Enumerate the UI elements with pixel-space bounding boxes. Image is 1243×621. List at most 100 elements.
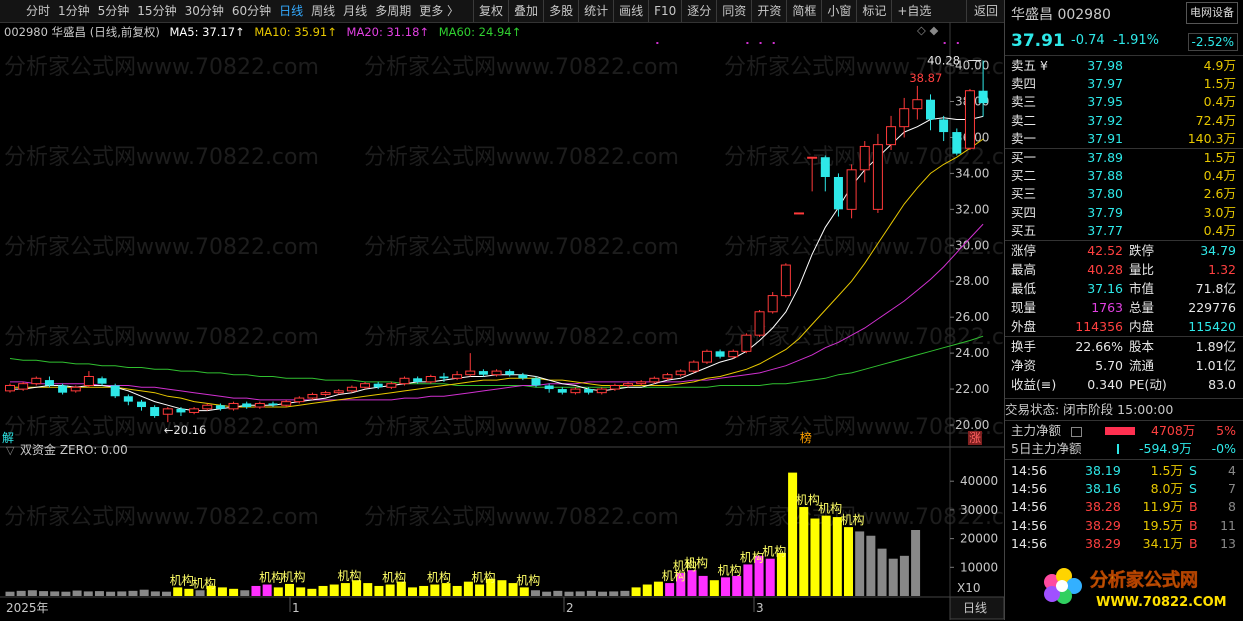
toolbar-button-1[interactable]: 叠加 [508, 0, 543, 22]
candle-body [636, 381, 647, 385]
ask-row[interactable]: 卖五 ¥ 37.98 4.9万 [1005, 57, 1243, 75]
toolbar-button-2[interactable]: 多股 [543, 0, 578, 22]
candle-body [701, 350, 712, 363]
period-tab-5[interactable]: 60分钟 [231, 4, 272, 18]
price-change: -0.74 [1071, 33, 1105, 48]
ask-row[interactable]: 卖四 37.97 1.5万 [1005, 75, 1243, 93]
toolbar-button-4[interactable]: 画线 [613, 0, 648, 22]
flow5-row: 5日主力净额 -594.9万 -0% [1011, 441, 1236, 456]
volume-bar [888, 558, 898, 596]
ask-row[interactable]: 卖二 37.92 72.4万 [1005, 112, 1243, 130]
ask-row[interactable]: 卖三 37.95 0.4万 [1005, 93, 1243, 111]
candle-body [294, 397, 305, 403]
tick-volume: 11.9万 [1142, 499, 1183, 515]
kline-chart[interactable]: 分析家公式网www.70822.com 分析家公式网www.70822.com 分析… [0, 22, 1004, 620]
fin-label: 收益(≡) [1011, 377, 1057, 392]
fin-row: 换手 22.66% 股本 1.89亿 [1005, 338, 1243, 356]
stat-value2: 229776 [1188, 300, 1236, 315]
ask-price: 37.92 [1087, 112, 1123, 128]
toolbar-button-7[interactable]: 同资 [716, 0, 751, 22]
candle-body [268, 403, 278, 406]
volume-tick-label: 40000 [960, 474, 998, 488]
volume-bar [877, 548, 887, 596]
period-tab-7[interactable]: 周线 [311, 4, 336, 18]
bid-row[interactable]: 买三 37.80 2.6万 [1005, 185, 1243, 203]
institution-tag: 机构 [427, 570, 451, 585]
volume-bar [866, 535, 876, 596]
time-label: 3 [756, 601, 764, 615]
period-tab-bg [949, 596, 1004, 620]
bid-label: 买二 [1011, 168, 1037, 184]
ma10-line [10, 138, 984, 408]
period-tab-3[interactable]: 15分钟 [137, 4, 177, 18]
price-tick-label: 34.00 [955, 166, 989, 180]
back-button[interactable]: 返回 [966, 0, 1005, 22]
ma-arrows-icon[interactable]: ◇ ◆ [917, 23, 939, 37]
toolbar-button-3[interactable]: 统计 [578, 0, 613, 22]
period-tab-10[interactable]: 更多 〉 [419, 4, 460, 18]
volume-tick-label: 30000 [960, 503, 998, 517]
bid-row[interactable]: 买一 37.89 1.5万 [1005, 149, 1243, 167]
volume-bar [128, 590, 138, 596]
volume-bar [788, 472, 798, 596]
institution-tag: 机构 [662, 568, 686, 583]
volume-bar [687, 570, 697, 596]
ask-row[interactable]: 卖一 37.91 140.3万 [1005, 130, 1243, 148]
volume-bar [307, 588, 317, 596]
candle-body [807, 156, 818, 159]
fin-value: 5.70 [1095, 358, 1123, 373]
ask-label: 卖五 ¥ [1011, 58, 1048, 73]
institution-tag: 机构 [282, 569, 306, 584]
period-tab-0[interactable]: 分时 [26, 4, 51, 18]
volume-bar [139, 589, 149, 596]
tick-time: 14:56 [1011, 463, 1048, 478]
period-tab-8[interactable]: 月线 [343, 4, 368, 18]
institution-tag: 机构 [841, 512, 865, 527]
period-tab-4[interactable]: 30分钟 [184, 4, 224, 18]
watermark-text: 分析家公式网www.70822.com [364, 505, 679, 530]
volume-tick-label: 20000 [960, 532, 998, 546]
bid-row[interactable]: 买四 37.79 3.0万 [1005, 204, 1243, 222]
high2-price-label: 38.87 [909, 71, 942, 85]
signal-dot [956, 42, 959, 44]
institution-tag: 机构 [718, 562, 742, 577]
signal-dot [746, 42, 749, 44]
period-tab-2[interactable]: 5分钟 [97, 4, 130, 18]
bid-row[interactable]: 买二 37.88 0.4万 [1005, 167, 1243, 185]
toolbar-button-9[interactable]: 简框 [786, 0, 821, 22]
toolbar-button-10[interactable]: 小窗 [821, 0, 856, 22]
toolbar-button-8[interactable]: 开资 [751, 0, 786, 22]
candle-body [794, 212, 804, 215]
sector-badge[interactable]: 电网设备 [1186, 2, 1238, 24]
stat-value: 40.28 [1087, 262, 1123, 277]
limit-up-marker[interactable]: 涨 [969, 430, 981, 445]
period-tab-1[interactable]: 1分钟 [58, 4, 90, 18]
volume-bar [642, 584, 652, 596]
toolbar-button-6[interactable]: 逐分 [681, 0, 716, 22]
bid-label: 买五 [1011, 222, 1037, 238]
volume-bar [83, 591, 93, 596]
fin-row: 净资 5.70 流通 1.01亿 [1005, 357, 1243, 375]
period-tab-6[interactable]: 日线 [279, 4, 304, 18]
expand-icon[interactable] [1071, 427, 1082, 437]
toolbar-button-5[interactable]: F10 [648, 0, 681, 22]
tick-side: B [1189, 499, 1198, 515]
period-tab-bottom[interactable]: 日线 [963, 601, 987, 615]
bid-label: 买四 [1011, 204, 1037, 220]
tick-volume: 1.5万 [1150, 463, 1183, 478]
bid-row[interactable]: 买五 37.77 0.4万 [1005, 222, 1243, 240]
toolbar-button-12[interactable]: +自选 [891, 0, 936, 22]
institution-tag: 机构 [818, 501, 842, 516]
candle-body [505, 371, 515, 375]
candle-body [846, 169, 857, 210]
candle-body [215, 405, 225, 409]
period-tab-9[interactable]: 多周期 [375, 4, 412, 18]
billboard-marker[interactable]: 榜 [800, 430, 812, 445]
toolbar-button-11[interactable]: 标记 [856, 0, 891, 22]
volume-bar [262, 584, 272, 596]
collapse-icon[interactable]: ▽ [6, 444, 15, 457]
toolbar-button-0[interactable]: 复权 [473, 0, 508, 22]
unlock-marker[interactable]: 解 [2, 431, 14, 445]
ask-price: 37.95 [1087, 94, 1123, 110]
ask-volume: 1.5万 [1203, 76, 1236, 92]
